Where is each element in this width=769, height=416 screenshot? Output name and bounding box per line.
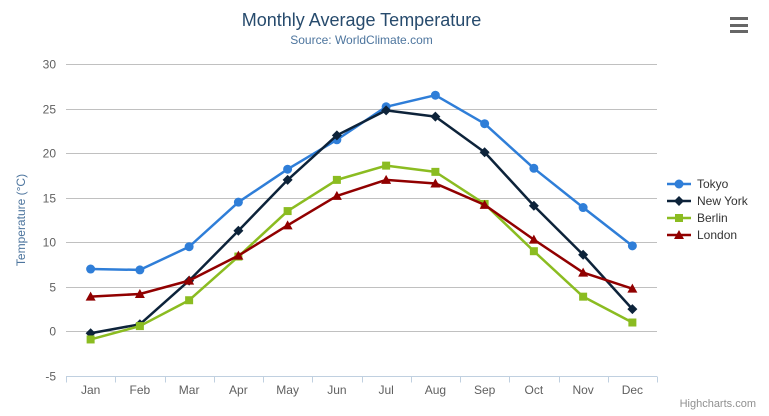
point-new-york-aug[interactable] [430,111,441,122]
series-line-tokyo[interactable] [89,93,634,272]
legend-marker-berlin [675,213,683,222]
point-london-may[interactable] [282,220,293,230]
point-tokyo-oct[interactable] [529,163,539,173]
x-category-label: Sep [474,383,496,397]
point-london-jul[interactable] [381,174,392,184]
legend-item-new-york[interactable]: New York [666,192,748,209]
point-london-sep[interactable] [479,199,490,209]
diamond-legend-icon [667,195,691,206]
point-tokyo-apr[interactable] [233,197,243,207]
hamburger-icon [730,23,748,27]
chart-title: Monthly Average Temperature [241,10,482,30]
legend-label: Berlin [697,210,728,225]
point-new-york-nov[interactable] [578,249,589,260]
x-category-label: Apr [229,383,248,397]
context-menu-button[interactable] [728,15,752,35]
point-tokyo-feb[interactable] [135,265,145,275]
point-london-mar[interactable] [184,275,195,285]
hamburger-icon [730,30,748,33]
y-tick-label: 25 [43,103,57,117]
series-london [85,174,638,301]
legend-label: New York [697,193,748,208]
circle-legend-icon [667,179,691,188]
point-new-york-dec[interactable] [627,304,638,315]
x-category-label: Aug [425,383,446,397]
y-tick-label: 20 [43,147,57,161]
hamburger-icon [730,17,748,20]
point-tokyo-mar[interactable] [184,242,194,252]
point-berlin-jan[interactable] [86,335,95,344]
legend-item-berlin[interactable]: Berlin [666,209,748,226]
y-tick-label: 30 [43,58,57,72]
point-berlin-oct[interactable] [529,247,538,256]
y-tick-label: 0 [49,325,56,339]
series-tokyo [86,90,637,275]
legend-item-tokyo[interactable]: Tokyo [666,175,748,192]
point-london-nov[interactable] [578,267,589,277]
x-category-label: Jun [327,383,346,397]
x-category-label: May [276,383,299,397]
chart-subtitle: Source: WorldClimate.com [290,33,433,47]
y-tick-label: 5 [49,281,56,295]
triangle-up-legend-icon [667,229,691,239]
series-line-berlin[interactable] [89,164,634,341]
x-category-label: Jan [81,383,100,397]
series-new-york [85,105,638,339]
point-new-york-may[interactable] [282,174,293,185]
x-category-label: Jul [378,383,393,397]
x-category-label: Mar [179,383,200,397]
x-category-label: Nov [572,383,593,397]
y-axis-title: Temperature (°C) [14,174,28,266]
x-category-label: Oct [525,383,544,397]
point-london-jun[interactable] [331,190,342,200]
legend-item-london[interactable]: London [666,226,748,243]
point-london-apr[interactable] [233,250,244,260]
x-category-label: Feb [130,383,151,397]
y-tick-label: -5 [45,370,56,384]
point-london-jan[interactable] [85,291,96,301]
x-category-label: Dec [622,383,643,397]
square-legend-icon [667,213,691,222]
point-berlin-jun[interactable] [332,175,341,184]
legend-marker-tokyo [674,179,684,188]
point-berlin-mar[interactable] [185,296,194,305]
point-new-york-sep[interactable] [479,147,490,158]
highcharts-credit-link[interactable]: Highcharts.com [679,398,756,410]
point-tokyo-aug[interactable] [430,90,440,100]
point-new-york-oct[interactable] [528,200,539,211]
legend: Tokyo New York Berlin London [666,175,748,243]
grid-layer: -5 0 5 10 15 20 25 30 [43,58,657,384]
y-tick-label: 10 [43,236,57,250]
legend-label: London [697,227,738,242]
series-line-new-york[interactable] [89,109,634,335]
legend-marker-new-york [674,195,684,206]
series-layer [85,90,638,344]
point-tokyo-may[interactable] [283,164,293,174]
point-new-york-jul[interactable] [381,105,392,116]
point-tokyo-jan[interactable] [86,264,96,274]
point-london-feb[interactable] [134,288,145,298]
axis-layer: Jan Feb Mar Apr May Jun Jul Aug Sep Oct Nov Dec [66,376,658,397]
point-berlin-dec[interactable] [628,318,637,327]
point-london-oct[interactable] [528,234,539,244]
legend-marker-london [674,229,684,239]
legend-label: Tokyo [697,176,729,191]
point-berlin-nov[interactable] [579,292,588,301]
point-london-aug[interactable] [430,178,441,188]
point-berlin-may[interactable] [283,207,292,216]
y-tick-label: 15 [43,192,57,206]
point-new-york-jun[interactable] [331,130,342,141]
point-berlin-feb[interactable] [135,322,144,331]
point-berlin-jul[interactable] [382,161,391,170]
point-tokyo-nov[interactable] [578,203,588,213]
series-line-london[interactable] [89,178,634,298]
point-tokyo-sep[interactable] [480,119,490,129]
point-london-dec[interactable] [627,283,638,293]
point-berlin-aug[interactable] [431,167,440,176]
point-tokyo-dec[interactable] [627,241,637,251]
point-new-york-apr[interactable] [233,225,244,236]
